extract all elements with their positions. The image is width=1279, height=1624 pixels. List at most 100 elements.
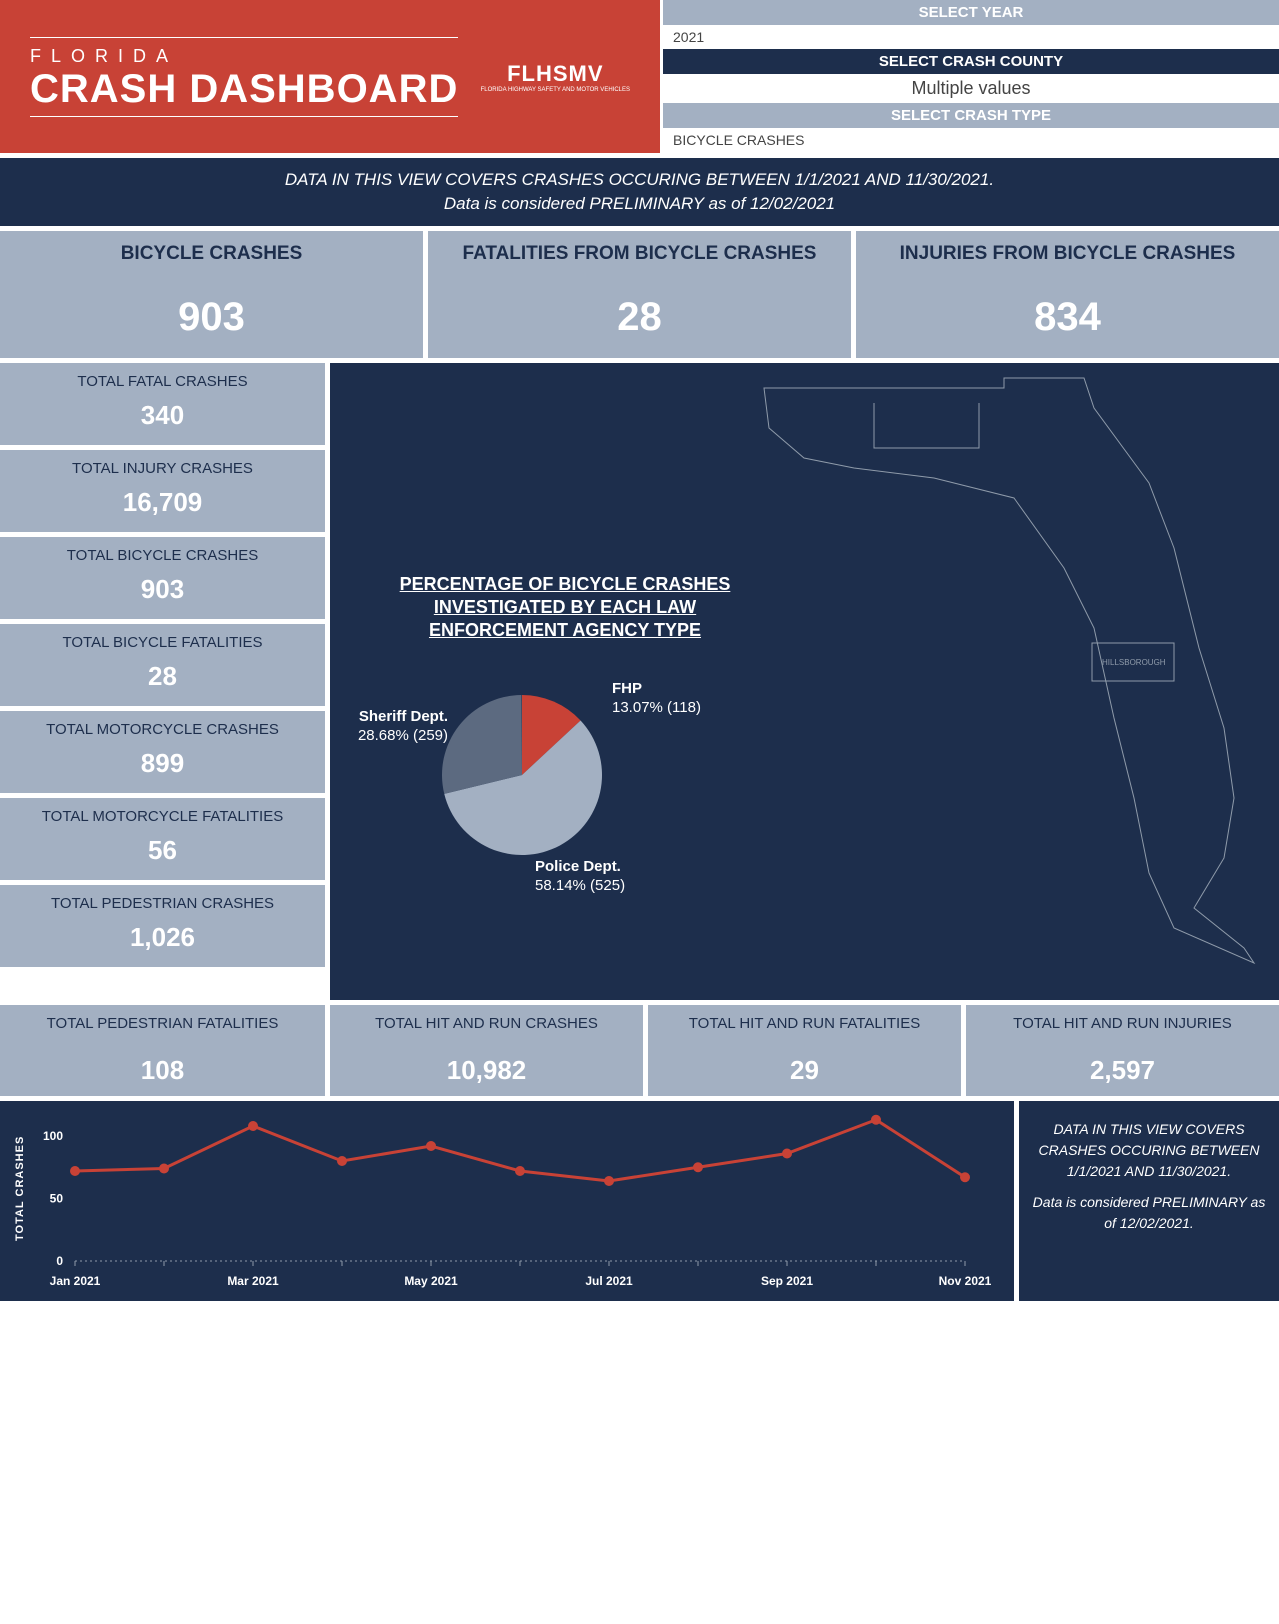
pie-label-name: Sheriff Dept.	[359, 708, 448, 725]
line-chart-marker[interactable]	[693, 1162, 703, 1172]
line-chart-marker[interactable]	[337, 1156, 347, 1166]
stat-pedestrian-fatalities: TOTAL PEDESTRIAN FATALITIES 108	[0, 1005, 325, 1096]
stat-value: 899	[0, 748, 325, 779]
svg-text:50: 50	[50, 1191, 64, 1205]
year-filter-value[interactable]: 2021	[663, 25, 1279, 49]
filter-panel: SELECT YEAR 2021 SELECT CRASH COUNTY Mul…	[663, 0, 1279, 153]
stat-value: 2,597	[966, 1055, 1279, 1086]
stat-card: TOTAL INJURY CRASHES 16,709	[0, 450, 325, 532]
note-line: CRASHES OCCURING BETWEEN	[1031, 1140, 1267, 1161]
pie-label-value: 28.68% (259)	[338, 726, 448, 746]
pie-label-sheriff: Sheriff Dept. 28.68% (259)	[338, 707, 448, 746]
map-pie-area: HILLSBOROUGH PERCENTAGE OF BICYCLE CRASH…	[330, 363, 1279, 1000]
stat-label: TOTAL HIT AND RUN FATALITIES	[648, 1015, 961, 1051]
note-line: Data is considered PRELIMINARY as of 12/…	[1031, 1192, 1267, 1234]
pie-label-name: Police Dept.	[535, 858, 621, 875]
stat-value: 1,026	[0, 922, 325, 953]
line-chart-marker[interactable]	[604, 1176, 614, 1186]
stat-card: TOTAL BICYCLE CRASHES 903	[0, 537, 325, 619]
tile-value: 28	[428, 295, 851, 340]
svg-text:Nov 2021: Nov 2021	[939, 1274, 992, 1288]
stat-hitrun-crashes: TOTAL HIT AND RUN CRASHES 10,982	[330, 1005, 643, 1096]
stat-card: TOTAL PEDESTRIAN CRASHES 1,026	[0, 885, 325, 967]
pie-label-fhp: FHP 13.07% (118)	[612, 679, 701, 718]
chart-footer-note: DATA IN THIS VIEW COVERS CRASHES OCCURIN…	[1019, 1101, 1279, 1301]
svg-text:100: 100	[43, 1129, 63, 1143]
line-chart-marker[interactable]	[960, 1172, 970, 1182]
stat-card: TOTAL FATAL CRASHES 340	[0, 363, 325, 445]
stat-hitrun-injuries: TOTAL HIT AND RUN INJURIES 2,597	[966, 1005, 1279, 1096]
florida-map[interactable]: HILLSBOROUGH	[754, 368, 1274, 998]
pie-label-value: 58.14% (525)	[535, 876, 625, 896]
dashboard-title: CRASH DASHBOARD	[30, 67, 458, 117]
note-line: 1/1/2021 AND 11/30/2021.	[1031, 1161, 1267, 1182]
line-chart-row: TOTAL CRASHES 050100Jan 2021Mar 2021May …	[0, 1101, 1279, 1301]
stat-value: 903	[0, 574, 325, 605]
county-filter-label: SELECT CRASH COUNTY	[663, 49, 1279, 74]
stat-value: 28	[0, 661, 325, 692]
stat-label: TOTAL PEDESTRIAN CRASHES	[0, 895, 325, 912]
crash-type-filter-value[interactable]: BICYCLE CRASHES	[663, 128, 1279, 152]
line-chart-marker[interactable]	[871, 1114, 881, 1124]
stat-card: TOTAL BICYCLE FATALITIES 28	[0, 624, 325, 706]
mid-content: TOTAL FATAL CRASHES 340TOTAL INJURY CRAS…	[0, 363, 1279, 1000]
stat-hitrun-fatalities: TOTAL HIT AND RUN FATALITIES 29	[648, 1005, 961, 1096]
bottom-stats-row: TOTAL PEDESTRIAN FATALITIES 108 TOTAL HI…	[0, 1005, 1279, 1096]
y-axis-label: TOTAL CRASHES	[14, 1135, 26, 1240]
line-chart-marker[interactable]	[426, 1141, 436, 1151]
stat-value: 340	[0, 400, 325, 431]
stat-card: TOTAL MOTORCYCLE FATALITIES 56	[0, 798, 325, 880]
stat-card: TOTAL MOTORCYCLE CRASHES 899	[0, 711, 325, 793]
crash-type-filter-label: SELECT CRASH TYPE	[663, 103, 1279, 128]
line-chart-marker[interactable]	[70, 1166, 80, 1176]
county-highlight-label: HILLSBOROUGH	[1102, 658, 1166, 667]
header-row: FLORIDA CRASH DASHBOARD FLHSMV FLORIDA H…	[0, 0, 1279, 153]
tile-label: INJURIES FROM BICYCLE CRASHES	[856, 243, 1279, 289]
monthly-crashes-chart[interactable]: TOTAL CRASHES 050100Jan 2021Mar 2021May …	[0, 1101, 1014, 1301]
stat-label: TOTAL MOTORCYCLE CRASHES	[0, 721, 325, 738]
tile-label: FATALITIES FROM BICYCLE CRASHES	[428, 243, 851, 289]
svg-text:May 2021: May 2021	[404, 1274, 458, 1288]
svg-text:Sep 2021: Sep 2021	[761, 1274, 813, 1288]
flhsmv-logo: FLHSMV FLORIDA HIGHWAY SAFETY AND MOTOR …	[481, 61, 630, 93]
svg-text:Mar 2021: Mar 2021	[227, 1274, 279, 1288]
stat-label: TOTAL HIT AND RUN INJURIES	[966, 1015, 1279, 1051]
tile-value: 903	[0, 295, 423, 340]
tile-value: 834	[856, 295, 1279, 340]
left-stats-column: TOTAL FATAL CRASHES 340TOTAL INJURY CRAS…	[0, 363, 325, 1000]
stat-value: 29	[648, 1055, 961, 1086]
svg-text:Jul 2021: Jul 2021	[585, 1274, 633, 1288]
coverage-line1: DATA IN THIS VIEW COVERS CRASHES OCCURIN…	[0, 168, 1279, 192]
stat-label: TOTAL MOTORCYCLE FATALITIES	[0, 808, 325, 825]
agency-pie-chart[interactable]	[440, 693, 604, 857]
stat-label: TOTAL INJURY CRASHES	[0, 460, 325, 477]
tile-bicycle-fatalities: FATALITIES FROM BICYCLE CRASHES 28	[428, 231, 851, 358]
county-filter-value[interactable]: Multiple values	[663, 74, 1279, 103]
summary-tiles: BICYCLE CRASHES 903 FATALITIES FROM BICY…	[0, 231, 1279, 358]
pie-label-name: FHP	[612, 680, 642, 697]
stat-label: TOTAL BICYCLE FATALITIES	[0, 634, 325, 651]
tile-label: BICYCLE CRASHES	[0, 243, 423, 289]
stat-value: 56	[0, 835, 325, 866]
dashboard: FLORIDA CRASH DASHBOARD FLHSMV FLORIDA H…	[0, 0, 1279, 1301]
pie-chart-title: PERCENTAGE OF BICYCLE CRASHES INVESTIGAT…	[380, 573, 750, 643]
title-banner: FLORIDA CRASH DASHBOARD FLHSMV FLORIDA H…	[0, 0, 660, 153]
stat-label: TOTAL PEDESTRIAN FATALITIES	[0, 1015, 325, 1051]
line-chart-svg: 050100Jan 2021Mar 2021May 2021Jul 2021Se…	[0, 1101, 1000, 1301]
data-coverage-note: DATA IN THIS VIEW COVERS CRASHES OCCURIN…	[0, 158, 1279, 226]
note-line: DATA IN THIS VIEW COVERS	[1031, 1119, 1267, 1140]
tile-bicycle-crashes: BICYCLE CRASHES 903	[0, 231, 423, 358]
stat-label: TOTAL HIT AND RUN CRASHES	[330, 1015, 643, 1051]
stat-label: TOTAL FATAL CRASHES	[0, 373, 325, 390]
pie-label-value: 13.07% (118)	[612, 698, 701, 718]
line-chart-marker[interactable]	[515, 1166, 525, 1176]
pie-label-police: Police Dept. 58.14% (525)	[535, 857, 625, 896]
tile-bicycle-injuries: INJURIES FROM BICYCLE CRASHES 834	[856, 231, 1279, 358]
line-chart-marker[interactable]	[782, 1148, 792, 1158]
stat-value: 16,709	[0, 487, 325, 518]
line-chart-marker[interactable]	[159, 1163, 169, 1173]
year-filter-label: SELECT YEAR	[663, 0, 1279, 25]
svg-text:0: 0	[56, 1254, 63, 1268]
line-chart-marker[interactable]	[248, 1121, 258, 1131]
stat-value: 10,982	[330, 1055, 643, 1086]
